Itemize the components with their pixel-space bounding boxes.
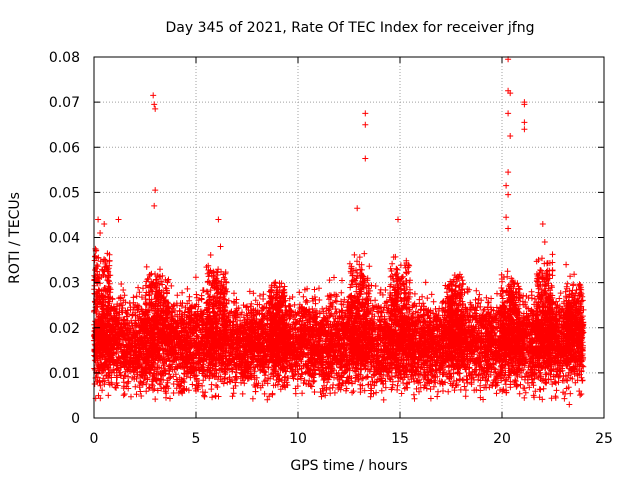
y-tick-label: 0.08 <box>49 50 80 66</box>
x-tick-label: 25 <box>595 431 613 447</box>
y-tick-label: 0.03 <box>49 276 80 292</box>
data-point-markers <box>91 56 587 408</box>
data-points <box>91 56 587 408</box>
x-tick-label: 10 <box>289 431 307 447</box>
y-tick-label: 0.01 <box>49 366 80 382</box>
y-tick-label: 0.02 <box>49 321 80 337</box>
y-tick-label: 0.04 <box>49 231 80 247</box>
y-axis-label: ROTI / TECUs <box>7 192 23 284</box>
x-tick-label: 0 <box>90 431 99 447</box>
y-tick-label: 0 <box>71 411 80 427</box>
y-tick-label: 0.06 <box>49 140 80 156</box>
axis-ticks <box>93 56 605 419</box>
y-tick-label: 0.05 <box>49 185 80 201</box>
x-tick-label: 20 <box>493 431 511 447</box>
x-tick-label: 5 <box>192 431 201 447</box>
y-tick-label: 0.07 <box>49 95 80 111</box>
tick-labels: 0 5 10 15 20 25 0 0.01 0.02 0.03 0.04 0.05 0.06 0.07 0… <box>49 50 613 447</box>
x-tick-label: 15 <box>391 431 409 447</box>
chart-title: Day 345 of 2021, Rate Of TEC Index for r… <box>166 20 535 36</box>
x-axis-label: GPS time / hours <box>290 458 407 474</box>
